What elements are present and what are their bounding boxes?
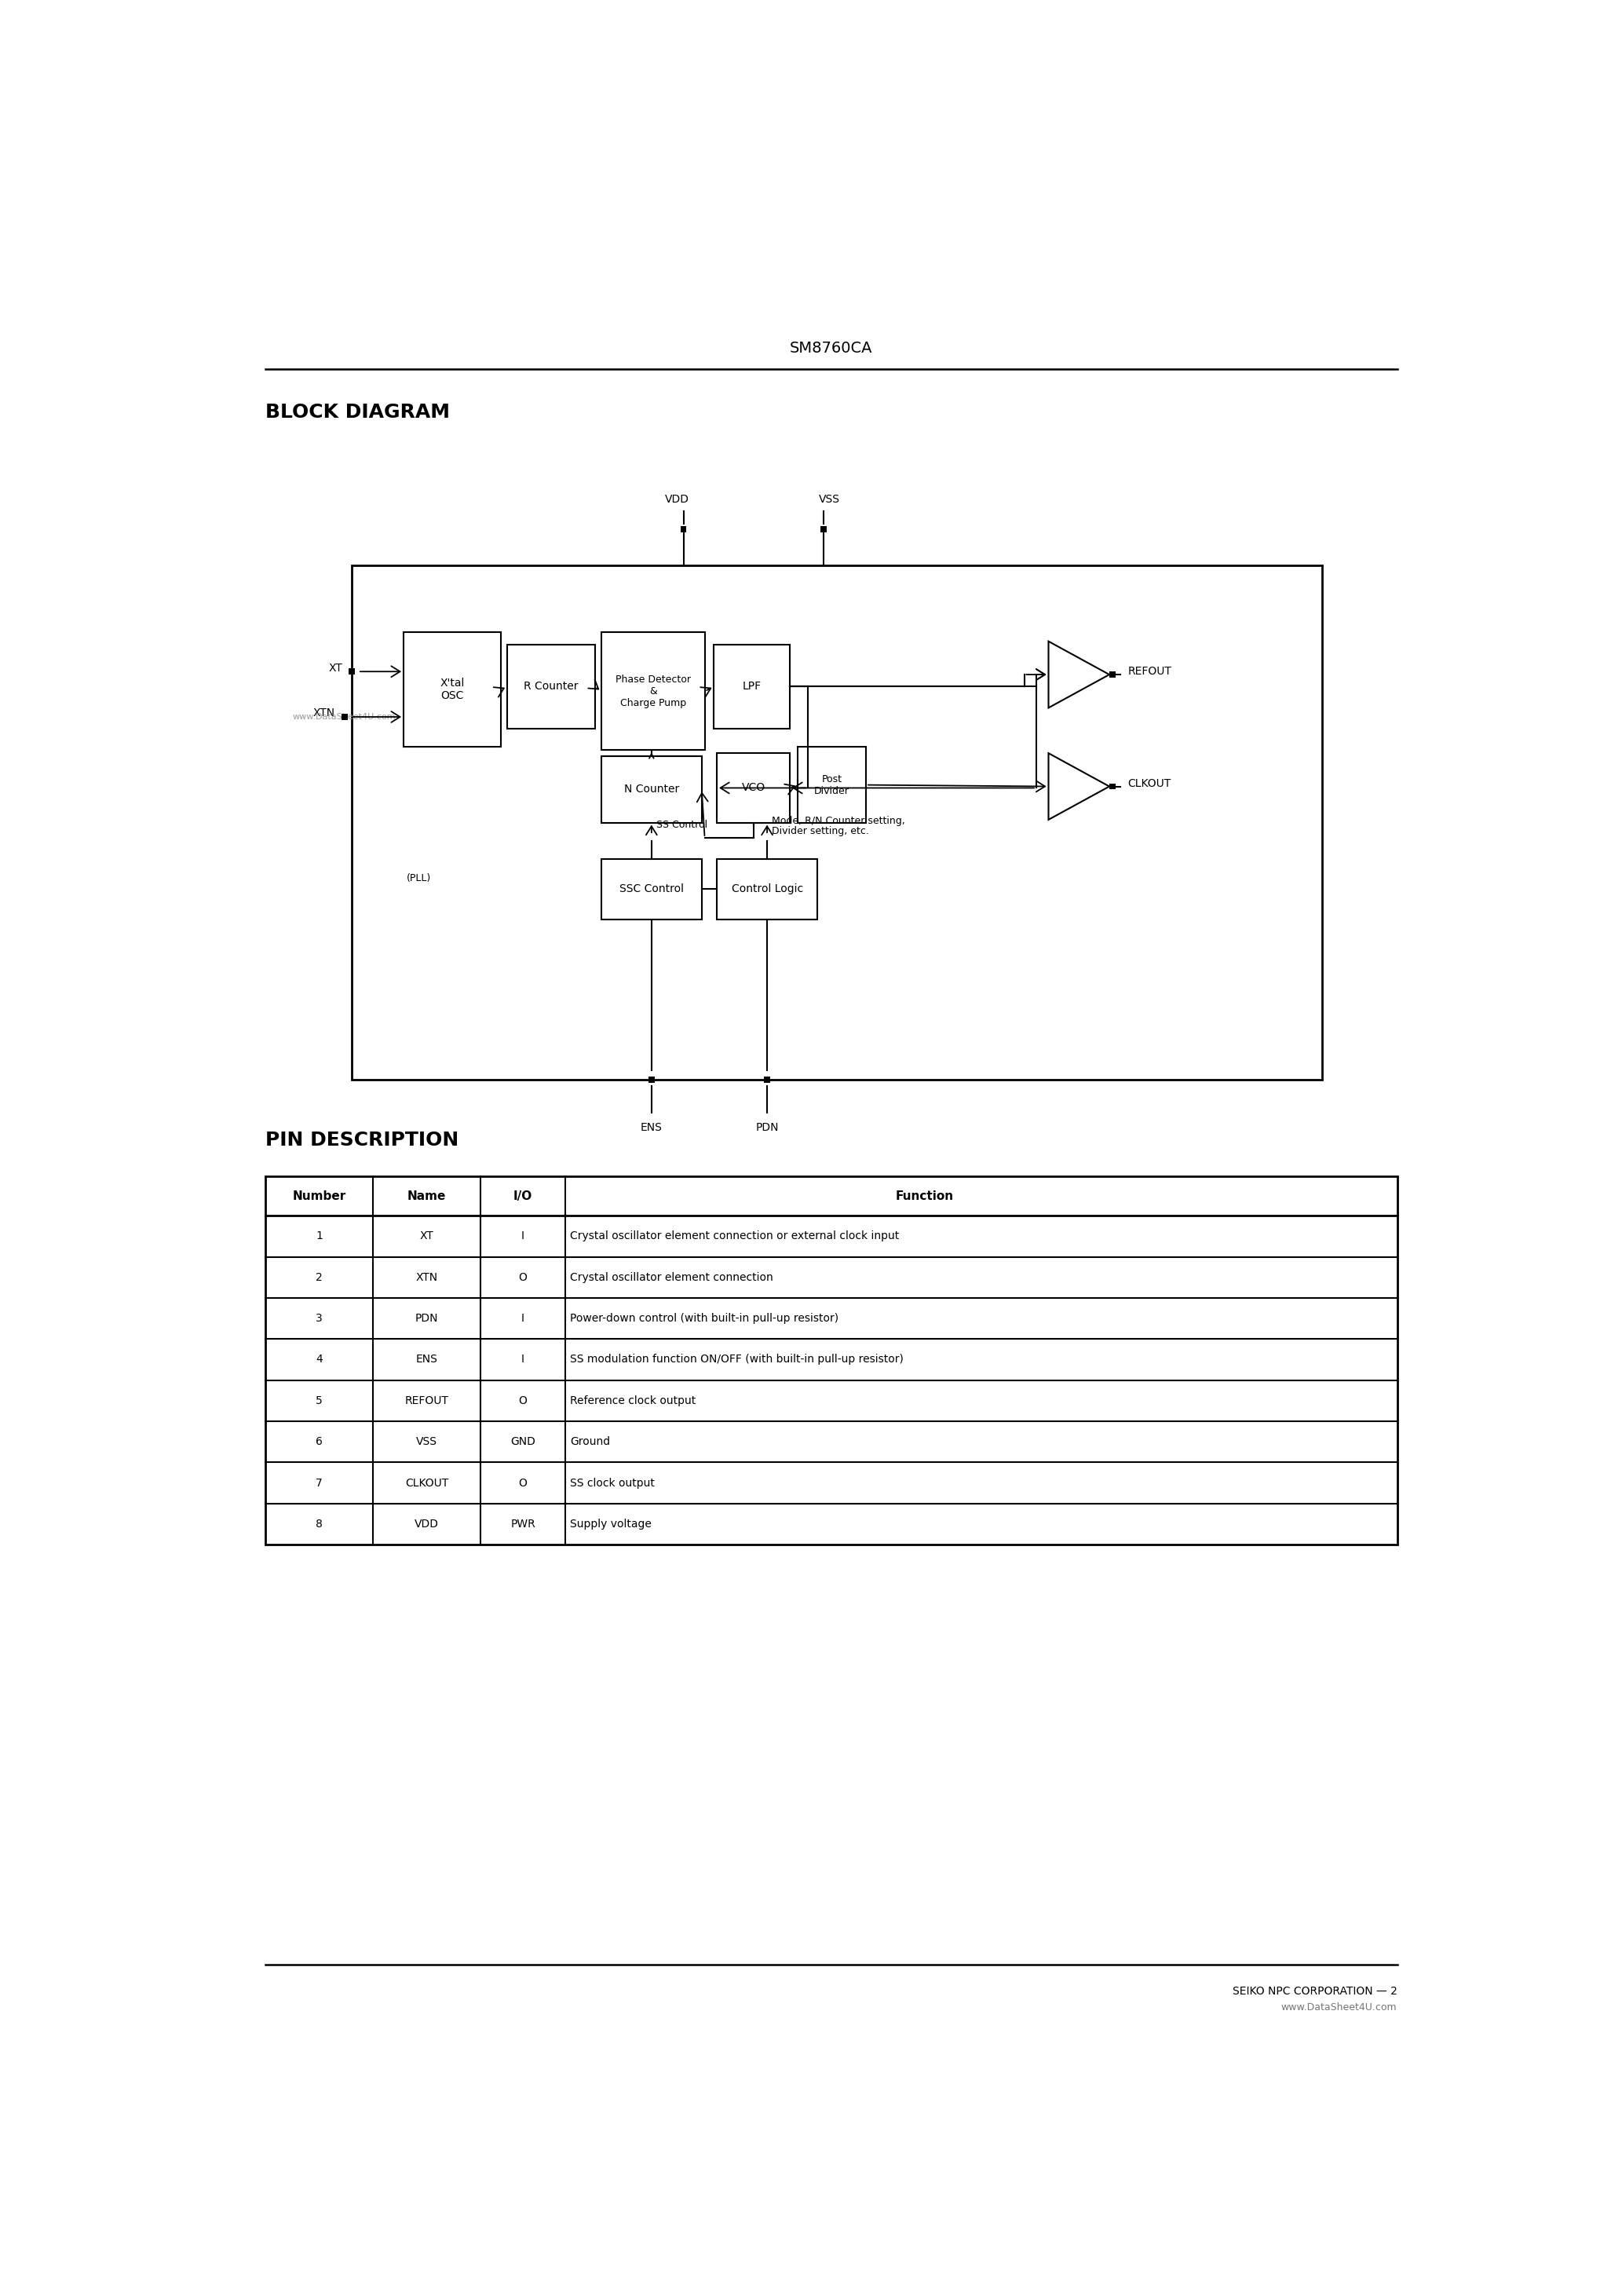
Text: Divider setting, etc.: Divider setting, etc.: [772, 827, 869, 836]
Text: I/O: I/O: [514, 1189, 532, 1201]
Text: SM8760CA: SM8760CA: [790, 340, 873, 356]
Text: SS modulation function ON/OFF (with built-in pull-up resistor): SS modulation function ON/OFF (with buil…: [571, 1355, 903, 1366]
Bar: [602, 859, 702, 918]
Bar: [352, 565, 1322, 1079]
Text: BLOCK DIAGRAM: BLOCK DIAGRAM: [266, 402, 449, 422]
Text: O: O: [519, 1476, 527, 1488]
Text: Mode, R/N Counter setting,: Mode, R/N Counter setting,: [772, 815, 905, 827]
Text: LPF: LPF: [743, 682, 761, 691]
Text: 1: 1: [316, 1231, 323, 1242]
Bar: [602, 755, 702, 822]
Bar: [680, 526, 686, 533]
Text: XT: XT: [420, 1231, 433, 1242]
Text: 2: 2: [316, 1272, 323, 1283]
Text: SEIKO NPC CORPORATION — 2: SEIKO NPC CORPORATION — 2: [1233, 1986, 1397, 1998]
Bar: [404, 631, 501, 746]
Bar: [764, 1077, 770, 1084]
Bar: [602, 631, 704, 751]
Text: VCO: VCO: [741, 783, 766, 794]
Bar: [1109, 783, 1116, 790]
Text: www.DataSheet4U.com: www.DataSheet4U.com: [1281, 2002, 1397, 2014]
Bar: [342, 714, 347, 721]
Text: PIN DESCRIPTION: PIN DESCRIPTION: [266, 1132, 459, 1150]
Text: VSS: VSS: [819, 494, 840, 505]
Text: ENS: ENS: [641, 1123, 662, 1132]
Bar: [397, 602, 1173, 893]
Text: 3: 3: [316, 1313, 323, 1325]
Text: Phase Detector
&
Charge Pump: Phase Detector & Charge Pump: [615, 675, 691, 707]
Polygon shape: [1048, 641, 1109, 707]
Text: XT: XT: [329, 664, 342, 673]
Bar: [1109, 670, 1116, 677]
Text: SS Control: SS Control: [657, 820, 707, 829]
Text: SS clock output: SS clock output: [571, 1476, 655, 1488]
Polygon shape: [1048, 753, 1109, 820]
Text: R Counter: R Counter: [524, 682, 579, 691]
Text: PWR: PWR: [511, 1518, 535, 1529]
Text: I: I: [521, 1313, 524, 1325]
Text: Crystal oscillator element connection: Crystal oscillator element connection: [571, 1272, 774, 1283]
Text: I: I: [521, 1355, 524, 1366]
Text: Ground: Ground: [571, 1437, 610, 1446]
Text: I: I: [521, 1231, 524, 1242]
Text: Supply voltage: Supply voltage: [571, 1518, 652, 1529]
Text: CLKOUT: CLKOUT: [1127, 778, 1171, 790]
Text: ENS: ENS: [415, 1355, 438, 1366]
Text: Crystal oscillator element connection or external clock input: Crystal oscillator element connection or…: [571, 1231, 899, 1242]
Text: SSC Control: SSC Control: [620, 884, 683, 895]
Text: N Counter: N Counter: [624, 783, 680, 794]
Text: Post
Divider: Post Divider: [814, 774, 850, 797]
Text: Control Logic: Control Logic: [732, 884, 803, 895]
Text: 4: 4: [316, 1355, 323, 1366]
Text: Function: Function: [895, 1189, 954, 1201]
Text: PDN: PDN: [415, 1313, 438, 1325]
Text: X'tal
OSC: X'tal OSC: [440, 677, 464, 703]
Text: VSS: VSS: [417, 1437, 438, 1446]
Bar: [798, 746, 866, 822]
Text: O: O: [519, 1272, 527, 1283]
Text: REFOUT: REFOUT: [406, 1396, 449, 1405]
Text: Name: Name: [407, 1189, 446, 1201]
Text: GND: GND: [511, 1437, 535, 1446]
Text: Number: Number: [292, 1189, 345, 1201]
Bar: [649, 1077, 655, 1084]
Text: PDN: PDN: [756, 1123, 779, 1132]
Text: 6: 6: [316, 1437, 323, 1446]
Text: www.DataSheet4U.com: www.DataSheet4U.com: [294, 714, 396, 721]
Bar: [717, 859, 817, 918]
Bar: [717, 753, 790, 822]
Text: VDD: VDD: [415, 1518, 440, 1529]
Text: (PLL): (PLL): [407, 872, 431, 884]
Bar: [714, 645, 790, 730]
Text: Power-down control (with built-in pull-up resistor): Power-down control (with built-in pull-u…: [571, 1313, 839, 1325]
Text: XTN: XTN: [415, 1272, 438, 1283]
Text: O: O: [519, 1396, 527, 1405]
Text: Reference clock output: Reference clock output: [571, 1396, 696, 1405]
Text: 7: 7: [316, 1476, 323, 1488]
Text: REFOUT: REFOUT: [1127, 666, 1171, 677]
Bar: [349, 668, 355, 675]
Bar: [266, 1176, 1397, 1545]
Text: VDD: VDD: [665, 494, 689, 505]
Bar: [508, 645, 595, 730]
Text: CLKOUT: CLKOUT: [406, 1476, 448, 1488]
Bar: [821, 526, 826, 533]
Text: XTN: XTN: [313, 707, 336, 719]
Text: 8: 8: [316, 1518, 323, 1529]
Text: 5: 5: [316, 1396, 323, 1405]
